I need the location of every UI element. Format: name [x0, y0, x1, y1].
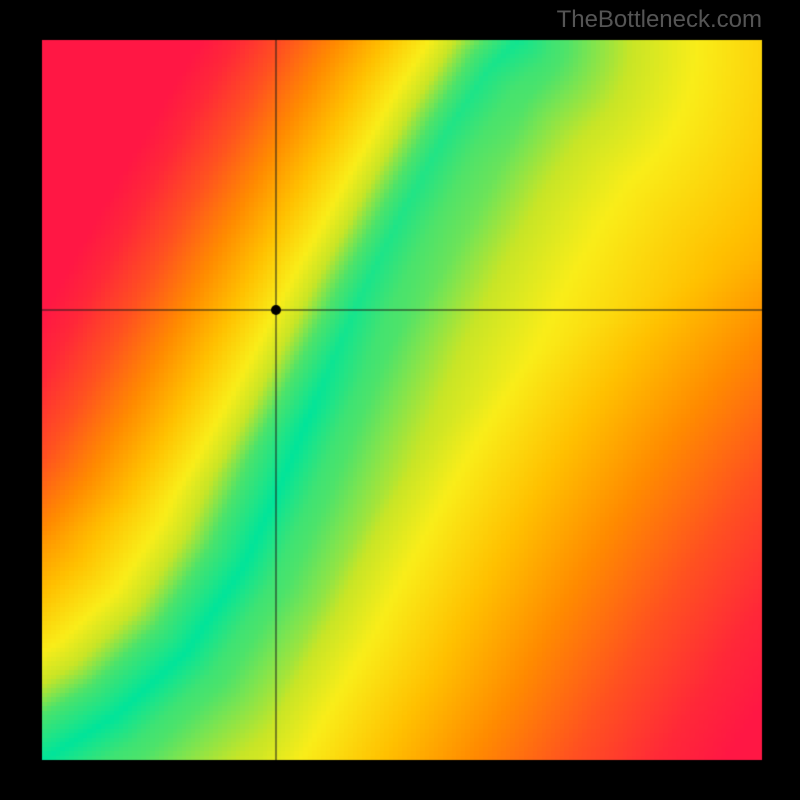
- chart-container: TheBottleneck.com: [0, 0, 800, 800]
- watermark-text: TheBottleneck.com: [557, 6, 762, 34]
- bottleneck-heatmap: [0, 0, 800, 800]
